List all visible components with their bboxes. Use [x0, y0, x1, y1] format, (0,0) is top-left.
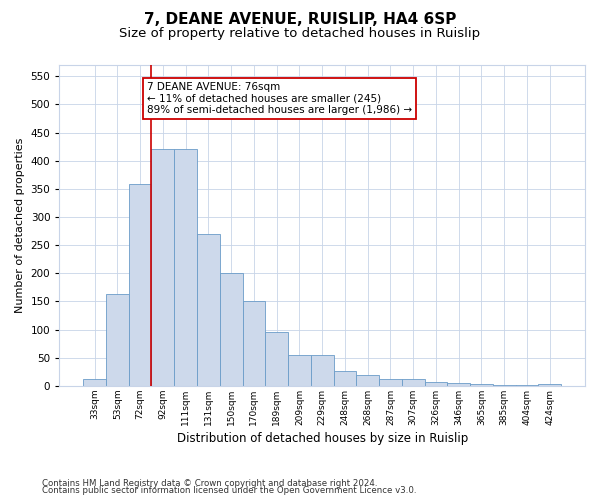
Bar: [493, 385, 515, 386]
Bar: [129, 184, 151, 386]
Text: Contains HM Land Registry data © Crown copyright and database right 2024.: Contains HM Land Registry data © Crown c…: [42, 478, 377, 488]
Bar: [220, 274, 242, 386]
Bar: [83, 378, 106, 386]
Text: Contains public sector information licensed under the Open Government Licence v3: Contains public sector information licen…: [42, 486, 416, 495]
Bar: [356, 374, 379, 386]
Text: 7, DEANE AVENUE, RUISLIP, HA4 6SP: 7, DEANE AVENUE, RUISLIP, HA4 6SP: [144, 12, 456, 28]
Bar: [402, 378, 425, 386]
Bar: [425, 382, 448, 386]
X-axis label: Distribution of detached houses by size in Ruislip: Distribution of detached houses by size …: [176, 432, 468, 445]
Text: 7 DEANE AVENUE: 76sqm
← 11% of detached houses are smaller (245)
89% of semi-det: 7 DEANE AVENUE: 76sqm ← 11% of detached …: [147, 82, 412, 115]
Bar: [174, 150, 197, 386]
Bar: [538, 384, 561, 386]
Bar: [197, 234, 220, 386]
Bar: [311, 355, 334, 386]
Bar: [470, 384, 493, 386]
Bar: [288, 355, 311, 386]
Bar: [448, 383, 470, 386]
Bar: [265, 332, 288, 386]
Bar: [106, 294, 129, 386]
Bar: [379, 378, 402, 386]
Y-axis label: Number of detached properties: Number of detached properties: [15, 138, 25, 313]
Text: Size of property relative to detached houses in Ruislip: Size of property relative to detached ho…: [119, 28, 481, 40]
Bar: [242, 302, 265, 386]
Bar: [151, 150, 174, 386]
Bar: [334, 370, 356, 386]
